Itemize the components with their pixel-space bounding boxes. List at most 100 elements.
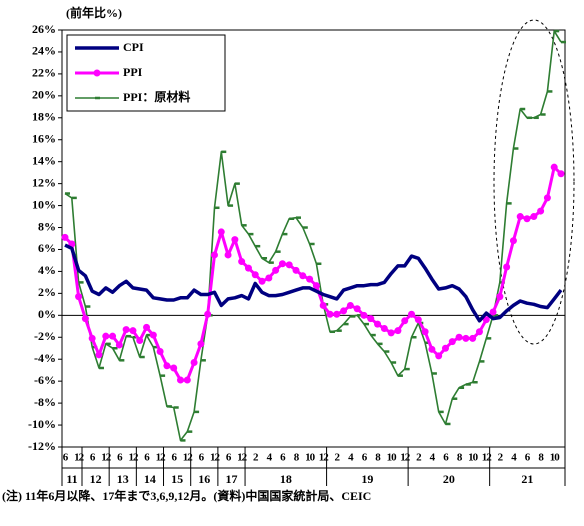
x-tick-label: 2 (253, 452, 259, 464)
year-label: 19 (361, 472, 373, 486)
x-tick-label: 12 (237, 452, 248, 464)
data-point (95, 351, 103, 359)
y-tick-label: -10% (28, 417, 56, 431)
data-point (285, 261, 293, 269)
y-tick-label: 0% (38, 307, 56, 321)
x-tick-label: 6 (280, 452, 286, 464)
data-point (489, 308, 497, 316)
data-point (380, 324, 388, 332)
y-tick-label: 20% (32, 88, 56, 102)
data-point (346, 301, 354, 309)
data-point (326, 310, 334, 318)
x-tick-label: 8 (294, 452, 300, 464)
data-point (81, 315, 89, 323)
data-point (231, 236, 239, 244)
data-point (149, 331, 157, 339)
data-point (136, 337, 144, 345)
year-label: 11 (66, 472, 77, 486)
data-point (251, 271, 259, 279)
year-label: 15 (171, 472, 183, 486)
year-label: 14 (144, 472, 156, 486)
data-point (244, 264, 252, 272)
x-tick-label: 10 (468, 452, 479, 464)
data-point (414, 316, 422, 324)
data-point (306, 275, 314, 283)
data-point (217, 228, 225, 236)
y-tick-label: 22% (32, 66, 56, 80)
data-point (88, 334, 96, 342)
x-tick-label: 6 (117, 452, 123, 464)
highlight-ellipse (493, 19, 575, 345)
data-point (75, 293, 83, 301)
legend-label: PPI：原材料 (123, 89, 190, 104)
y-tick-label: 16% (32, 131, 56, 145)
x-tick-label: 12 (400, 452, 411, 464)
data-point (319, 301, 327, 309)
y-tick-label: 26% (32, 22, 56, 36)
data-point (143, 323, 151, 331)
x-tick-label: 12 (319, 452, 330, 464)
x-tick-label: 12 (482, 452, 493, 464)
x-tick-label: 8 (457, 452, 463, 464)
year-label: 20 (443, 472, 455, 486)
x-tick-label: 4 (267, 452, 273, 464)
data-point (523, 215, 531, 223)
data-point (122, 326, 130, 334)
data-point (292, 266, 300, 274)
y-tick-label: 14% (32, 153, 56, 167)
year-label: 13 (117, 472, 129, 486)
data-point (129, 327, 137, 335)
x-tick-label: 6 (63, 452, 69, 464)
data-point (177, 376, 185, 384)
data-point (183, 376, 191, 384)
data-point (509, 237, 517, 245)
y-tick-label: 12% (32, 175, 56, 189)
data-point (550, 163, 558, 171)
year-label: 16 (198, 472, 210, 486)
x-tick-label: 12 (183, 452, 194, 464)
data-point (278, 260, 286, 268)
x-tick-label: 12 (210, 452, 221, 464)
data-point (312, 282, 320, 290)
year-label: 17 (225, 472, 237, 486)
data-point (197, 340, 205, 348)
data-point (496, 293, 504, 301)
x-tick-label: 10 (550, 452, 561, 464)
y-tick-label: 2% (38, 285, 56, 299)
x-tick-label: 8 (375, 452, 381, 464)
chart: (前年比%) -12% -10% -8% -6% -4% -2% 0% 2% 4% 6% 8% 10%… (28, 5, 575, 490)
data-point (537, 207, 545, 215)
y-tick-label: -8% (34, 395, 56, 409)
data-point (163, 362, 171, 370)
x-tick-label: 10 (305, 452, 316, 464)
y-tick-label: 24% (32, 44, 56, 58)
year-label: 18 (280, 472, 292, 486)
data-point (340, 307, 348, 315)
y-tick-label: 10% (32, 197, 56, 211)
legend-marker (93, 69, 101, 77)
x-tick-label: 2 (335, 452, 341, 464)
x-tick-label: 6 (362, 452, 368, 464)
data-point (61, 233, 69, 241)
data-point (543, 194, 551, 202)
data-point (387, 329, 395, 337)
y-tick-label: 18% (32, 110, 56, 124)
data-point (238, 258, 246, 266)
data-point (367, 315, 375, 323)
x-tick-label: 6 (443, 452, 449, 464)
x-tick-label: 12 (156, 452, 167, 464)
data-point (428, 345, 436, 353)
x-tick-label: 6 (171, 452, 177, 464)
data-point (435, 352, 443, 360)
x-tick-label: 12 (101, 452, 112, 464)
data-point (394, 327, 402, 335)
x-tick-label: 10 (387, 452, 398, 464)
data-point (258, 277, 266, 285)
data-point (448, 338, 456, 346)
x-tick-label: 6 (144, 452, 150, 464)
y-axis-label: (前年比%) (66, 5, 122, 20)
x-tick-label: 4 (348, 452, 354, 464)
data-point (272, 266, 280, 274)
data-point (516, 213, 524, 221)
